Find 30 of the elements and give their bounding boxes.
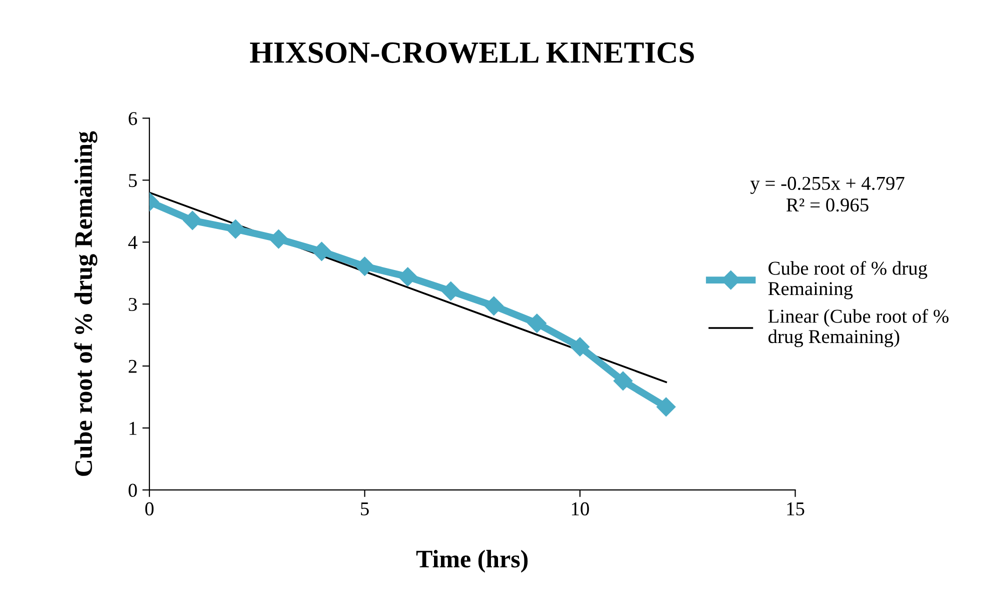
y-tick-label: 2: [128, 360, 137, 373]
y-tick-label: 5: [129, 174, 137, 188]
y-tick-label: 1: [130, 422, 136, 435]
x-tick-label: 10: [572, 502, 589, 516]
point: [269, 229, 288, 249]
point: [613, 371, 633, 390]
y-tick-label: 6: [128, 112, 138, 126]
point: [355, 256, 374, 276]
x-tick-label: 5: [360, 502, 369, 516]
legend-label: Cube root of % drug Remaining: [768, 260, 928, 300]
y-tick-label: 4: [128, 236, 138, 249]
y-axis-title: Cube root of % drug Remaining: [74, 131, 98, 476]
legend-label: Linear (Cube root of % drug Remaining): [768, 308, 949, 348]
point: [226, 220, 246, 239]
point: [312, 242, 332, 261]
y-tick-label: 0: [128, 484, 137, 497]
x-axis-title: Time (hrs): [416, 550, 528, 573]
point: [656, 397, 676, 416]
chart-title: HIXSON-CROWELL KINETICS: [250, 42, 694, 64]
y-tick-label: 3: [128, 298, 137, 312]
annotation: y = -0.255x + 4.797: [750, 176, 904, 194]
x-tick-label: 15: [787, 502, 804, 516]
point: [484, 296, 504, 316]
point: [398, 267, 418, 286]
point: [570, 337, 590, 356]
point: [182, 210, 202, 230]
annotation: R² = 0.965: [786, 198, 868, 212]
x-tick-label: 0: [145, 502, 154, 516]
point: [441, 282, 460, 301]
point: [527, 314, 546, 333]
